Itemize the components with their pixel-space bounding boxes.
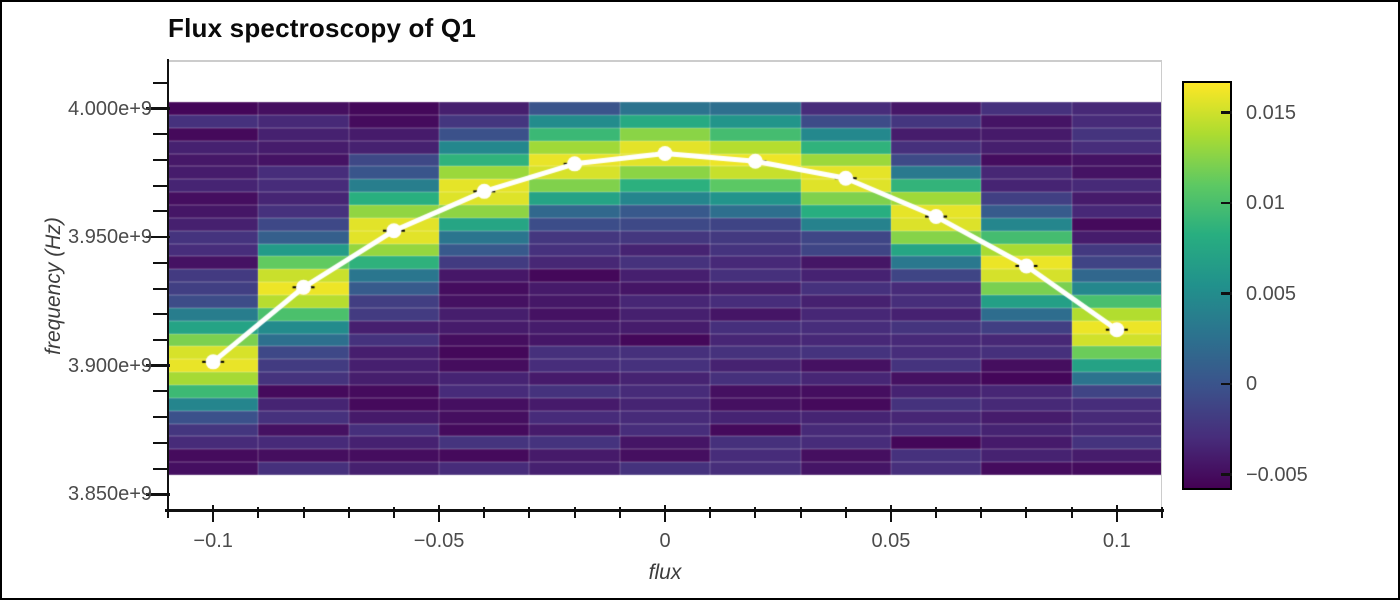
colorbar-tick (1221, 473, 1232, 476)
y-minor-tick (153, 287, 169, 290)
x-axis-title: flux (648, 561, 682, 584)
y-minor-tick (153, 390, 169, 393)
y-minor-tick (153, 339, 169, 341)
colorbar-gradient (1182, 81, 1232, 490)
colorbar-tick-label: 0.005 (1246, 282, 1297, 305)
colorbar-tick-label: 0 (1246, 373, 1258, 396)
y-major-tick (146, 235, 170, 239)
y-major-tick (146, 364, 170, 367)
x-minor-tick (980, 507, 983, 518)
x-minor-tick (754, 507, 757, 518)
y-tick-label: 3.850e+9 (68, 483, 152, 506)
x-minor-tick (709, 507, 712, 518)
x-minor-tick (935, 507, 938, 518)
colorbar-tick (1221, 382, 1232, 386)
y-minor-tick (153, 441, 169, 444)
x-major-tick (211, 505, 215, 522)
x-minor-tick (618, 507, 621, 518)
x-major-tick (889, 505, 893, 522)
y-minor-tick (153, 313, 169, 316)
colorbar-tick-label: 0.01 (1246, 192, 1285, 215)
left-spine (166, 59, 169, 511)
y-minor-tick (153, 133, 169, 136)
colorbar-tick (1221, 111, 1232, 114)
x-minor-tick (799, 507, 802, 518)
x-minor-tick (844, 507, 847, 518)
x-tick-label: 0.05 (871, 530, 911, 552)
x-tick-label: 0 (659, 530, 671, 552)
x-minor-tick (392, 507, 395, 518)
y-major-tick (146, 107, 170, 110)
colorbar-tick-label: 0.015 (1246, 101, 1297, 124)
x-minor-tick (1161, 507, 1163, 518)
x-minor-tick (528, 507, 531, 518)
x-minor-tick (302, 507, 305, 518)
x-minor-tick (1070, 507, 1073, 518)
top-spine (168, 60, 1162, 62)
y-minor-tick (153, 416, 169, 419)
y-axis-title: frequency (Hz) (42, 217, 65, 355)
x-tick-label: 0.1 (1102, 530, 1131, 552)
y-major-tick (146, 493, 170, 496)
x-tick-label: −0.1 (193, 530, 233, 552)
x-minor-tick (347, 507, 350, 518)
y-minor-tick (153, 159, 169, 161)
x-tick-label: −0.05 (413, 530, 465, 552)
colorbar-tick (1221, 201, 1232, 205)
y-tick-label: 3.950e+9 (68, 226, 152, 249)
y-minor-tick (153, 184, 169, 187)
x-minor-tick (167, 507, 169, 518)
y-tick-label: 3.900e+9 (68, 354, 152, 377)
x-minor-tick (1025, 507, 1028, 518)
peak-line-canvas (168, 61, 1162, 511)
right-spine (1160, 61, 1162, 511)
y-minor-tick (153, 210, 169, 213)
x-minor-tick (257, 507, 260, 518)
y-tick-label: 4.000e+9 (68, 97, 152, 120)
colorbar-tick (1221, 292, 1232, 295)
x-minor-tick (483, 507, 486, 518)
x-major-tick (663, 505, 667, 522)
chart-title: Flux spectroscopy of Q1 (168, 13, 477, 43)
y-minor-tick (153, 81, 169, 84)
x-major-tick (437, 505, 441, 522)
x-major-tick (1115, 505, 1119, 522)
y-minor-tick (153, 261, 169, 264)
colorbar-tick-label: −0.005 (1246, 463, 1308, 486)
y-minor-tick (153, 467, 169, 470)
x-minor-tick (573, 507, 576, 518)
